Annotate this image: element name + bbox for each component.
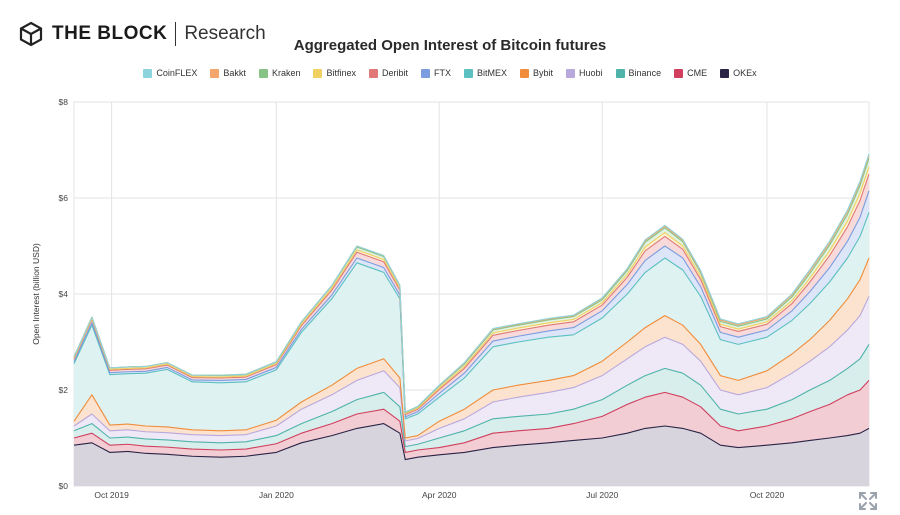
legend-label: Bitfinex — [326, 68, 356, 78]
x-tick-label: Jan 2020 — [259, 490, 294, 500]
legend-item-bitmex[interactable]: BitMEX — [464, 68, 507, 78]
legend-swatch — [210, 68, 220, 78]
brand-name: THE BLOCK — [52, 23, 168, 44]
legend-item-kraken[interactable]: Kraken — [258, 68, 301, 78]
line-bitfinex — [73, 166, 870, 415]
legend-swatch — [143, 68, 153, 78]
y-axis-label: Open Interest (billion USD) — [31, 243, 41, 345]
y-tick-label: $6 — [59, 193, 69, 203]
legend-label: Deribit — [381, 68, 408, 78]
line-bybit — [73, 257, 870, 439]
legend-item-okex[interactable]: OKEx — [720, 68, 757, 78]
y-tick-label: $8 — [59, 97, 69, 107]
line-binance — [73, 344, 870, 448]
legend-item-bitfinex[interactable]: Bitfinex — [313, 68, 356, 78]
legend-swatch — [615, 68, 625, 78]
line-huobi — [73, 296, 870, 442]
legend-label: Bakkt — [223, 68, 246, 78]
legend-item-huobi[interactable]: Huobi — [566, 68, 603, 78]
y-tick-label: $4 — [59, 289, 69, 299]
legend-swatch — [566, 68, 576, 78]
legend-label: OKEx — [733, 68, 757, 78]
area-cme — [74, 380, 869, 460]
stacked-areas — [73, 153, 870, 486]
y-tick-label: $2 — [59, 385, 69, 395]
legend-swatch — [258, 68, 268, 78]
brand-section: Research — [184, 23, 266, 44]
legend-label: BitMEX — [477, 68, 508, 78]
area-okex — [74, 423, 869, 486]
area-binance — [74, 344, 869, 453]
legend-swatch — [313, 68, 323, 78]
legend-item-bakkt[interactable]: Bakkt — [210, 68, 246, 78]
x-tick-label: Oct 2020 — [750, 490, 785, 500]
legend-swatch — [464, 68, 473, 78]
line-coinflex — [73, 153, 870, 413]
legend-label: CoinFLEX — [156, 68, 198, 78]
legend-label: Bybit — [533, 68, 554, 78]
legend-swatch — [520, 68, 530, 78]
legend-label: FTX — [434, 68, 451, 78]
chart-legend: CoinFLEX Bakkt Kraken Bitfinex Deribit FTX Bit… — [0, 68, 900, 78]
legend-swatch — [368, 68, 378, 78]
legend-item-cme[interactable]: CME — [674, 68, 707, 78]
legend-item-ftx[interactable]: FTX — [421, 68, 451, 78]
x-tick-label: Apr 2020 — [422, 490, 457, 500]
legend-label: Binance — [628, 68, 662, 78]
legend-item-coinflex[interactable]: CoinFLEX — [143, 68, 197, 78]
x-tick-label: Jul 2020 — [586, 490, 618, 500]
legend-item-binance[interactable]: Binance — [615, 68, 662, 78]
legend-item-bybit[interactable]: Bybit — [520, 68, 553, 78]
legend-label: CME — [687, 68, 708, 78]
area-huobi — [74, 296, 869, 447]
y-tick-label: $0 — [59, 481, 69, 491]
legend-swatch — [421, 68, 430, 78]
cube-logo-icon — [19, 21, 43, 47]
x-tick-label: Oct 2019 — [94, 490, 129, 500]
legend-item-deribit[interactable]: Deribit — [368, 68, 408, 78]
brand-logo: THE BLOCK Research — [18, 20, 266, 48]
expand-arrows-icon[interactable] — [857, 490, 879, 512]
line-deribit — [73, 173, 870, 416]
line-ftx — [73, 190, 870, 418]
area-bitmex — [74, 212, 869, 438]
brand-divider — [175, 22, 177, 46]
chart-title: Aggregated Open Interest of Bitcoin futu… — [293, 37, 607, 54]
legend-label: Kraken — [271, 68, 301, 78]
legend-swatch — [720, 68, 730, 78]
legend-label: Huobi — [579, 68, 603, 78]
line-cme — [73, 380, 870, 453]
line-bitmex — [73, 212, 870, 420]
line-okex — [73, 423, 870, 461]
legend-swatch — [674, 68, 684, 78]
